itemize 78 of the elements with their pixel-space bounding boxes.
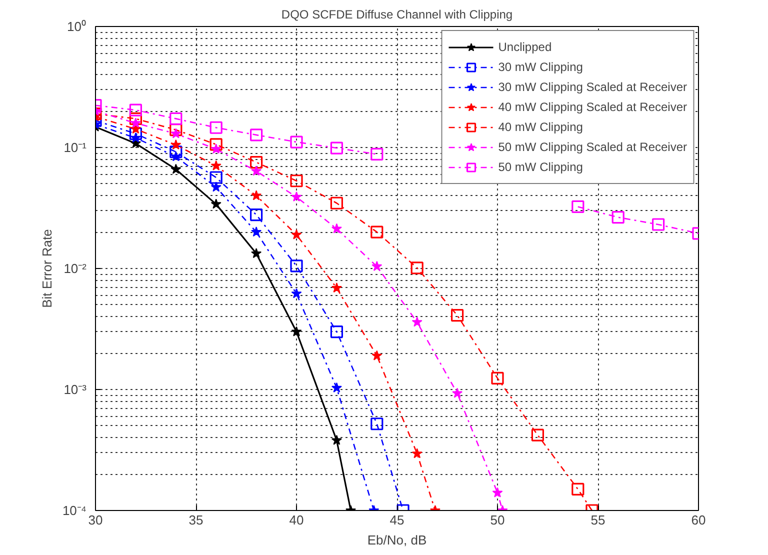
point — [330, 142, 343, 154]
point — [170, 151, 182, 162]
point — [250, 208, 263, 222]
y-axis-title: Bit Error Rate — [39, 229, 54, 308]
point — [331, 223, 342, 234]
point — [251, 248, 262, 258]
point — [130, 118, 141, 128]
x-tick-label: 40 — [289, 512, 304, 528]
x-tick-label: 55 — [590, 512, 606, 528]
legend-label: 40 mW Clipping Scaled at Receiver — [498, 100, 687, 114]
point — [452, 388, 463, 398]
legend-label: 50 mW Clipping — [498, 160, 583, 174]
point — [250, 156, 263, 169]
point — [330, 325, 343, 338]
point — [170, 164, 182, 174]
point — [531, 428, 544, 442]
point — [492, 487, 503, 498]
point — [410, 262, 424, 274]
point — [331, 282, 342, 293]
point — [251, 190, 262, 200]
point — [251, 226, 262, 237]
point — [129, 127, 142, 140]
point — [130, 132, 141, 142]
point — [572, 482, 584, 496]
point — [210, 198, 222, 209]
point — [251, 166, 262, 176]
point — [412, 448, 422, 458]
point — [170, 146, 182, 158]
point — [331, 434, 342, 445]
point — [250, 128, 263, 142]
point — [210, 144, 222, 154]
y-tick-label: 10⁻³ — [64, 382, 88, 397]
y-tick-label: 10⁻¹ — [64, 140, 88, 155]
point — [290, 174, 303, 188]
point — [291, 326, 302, 336]
point — [210, 182, 222, 192]
point — [129, 104, 142, 116]
point — [210, 160, 222, 170]
point — [129, 112, 142, 125]
point — [370, 148, 384, 161]
point — [652, 218, 665, 231]
point — [370, 418, 384, 430]
legend-label: 30 mW Clipping Scaled at Receiver — [498, 80, 687, 94]
y-tick-label: 10⁻⁴ — [62, 503, 86, 518]
point — [612, 210, 624, 224]
point — [210, 138, 222, 151]
point — [331, 382, 342, 392]
point — [372, 260, 382, 271]
x-tick-label: 50 — [490, 512, 505, 528]
point — [291, 191, 302, 202]
point — [370, 226, 384, 238]
point — [412, 316, 422, 327]
x-axis-title: Eb/No, dB — [367, 532, 427, 548]
chart-title: DQO SCFDE Diffuse Channel with Clipping — [281, 8, 513, 22]
point — [291, 229, 302, 240]
point — [372, 350, 382, 360]
x-tick-label: 30 — [88, 512, 103, 528]
point — [291, 288, 302, 298]
legend-label: 50 mW Clipping Scaled at Receiver — [498, 140, 687, 154]
point — [210, 171, 222, 184]
y-tick-label: 10⁰ — [67, 19, 87, 34]
point — [290, 136, 303, 148]
x-tick-label: 45 — [390, 512, 404, 528]
point — [290, 260, 303, 272]
point — [491, 372, 504, 384]
legend-label: 30 mW Clipping — [498, 60, 583, 74]
x-tick-label: 60 — [691, 512, 706, 528]
y-tick-label: 10⁻² — [64, 261, 88, 276]
point — [330, 196, 343, 210]
legend-label: Unclipped — [498, 40, 552, 54]
point — [572, 200, 584, 214]
point — [170, 128, 182, 138]
point — [451, 309, 464, 322]
point — [210, 121, 222, 134]
legend-label: 40 mW Clipping — [498, 120, 583, 134]
point — [170, 139, 182, 150]
point — [170, 112, 182, 125]
x-tick-label: 35 — [188, 512, 204, 528]
